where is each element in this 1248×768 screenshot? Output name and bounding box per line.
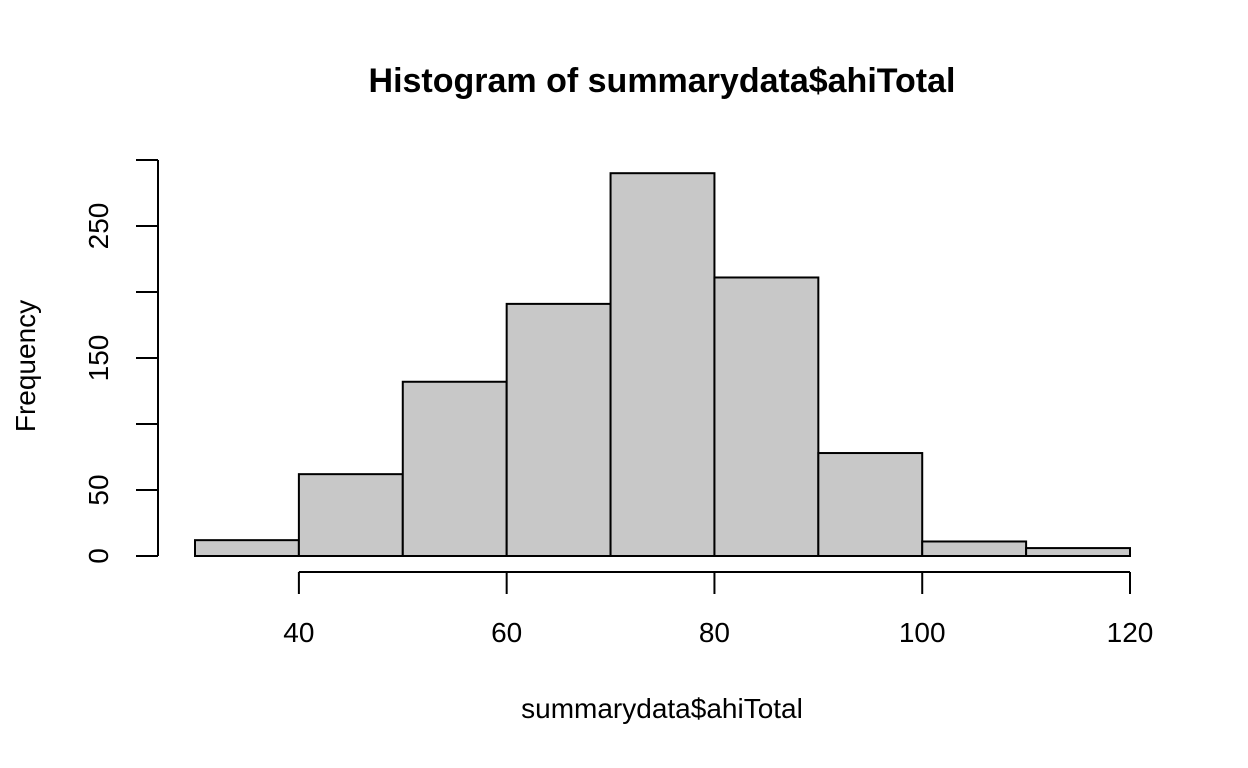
histogram-bar-90-100	[817, 452, 924, 558]
histogram-bar-80-90	[713, 276, 820, 557]
histogram-bar-100-110	[921, 540, 1028, 557]
y-axis-ticks: 0 50 150 250	[83, 159, 158, 564]
x-tick-label-80: 80	[699, 617, 730, 648]
y-axis-label: Frequency	[10, 300, 41, 432]
y-tick-label-250: 250	[83, 203, 114, 250]
chart-title: Histogram of summarydata$ahiTotal	[369, 62, 956, 100]
histogram-bar-30-40	[194, 539, 300, 557]
histogram-bar-40-50	[297, 473, 404, 557]
x-tick-label-40: 40	[283, 617, 314, 648]
bars-group	[194, 172, 1131, 558]
x-axis-label: summarydata$ahiTotal	[521, 693, 803, 724]
y-tick-label-0: 0	[83, 548, 114, 564]
y-tick-label-50: 50	[83, 474, 114, 505]
x-axis-ticks: 40 60 80 100 120	[283, 572, 1153, 648]
histogram-bar-70-80	[609, 172, 716, 557]
y-tick-label-150: 150	[83, 335, 114, 382]
histogram-bar-110-120	[1025, 547, 1131, 558]
histogram-bar-60-70	[505, 302, 612, 557]
x-tick-label-60: 60	[491, 617, 522, 648]
x-tick-label-100: 100	[899, 617, 946, 648]
histogram-bar-50-60	[401, 380, 508, 558]
x-tick-label-120: 120	[1107, 617, 1154, 648]
